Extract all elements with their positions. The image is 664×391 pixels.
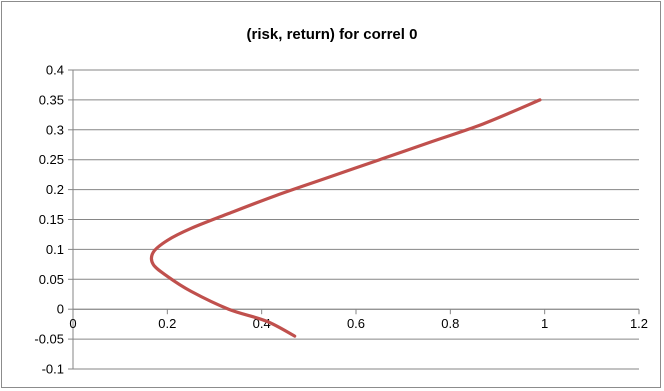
y-tick-label-8: 0.3 (46, 122, 64, 137)
x-tick-label-3: 0.6 (347, 316, 365, 331)
series-line-0 (149, 98, 542, 338)
x-tick-label-5: 1 (541, 316, 548, 331)
axes (68, 69, 640, 370)
y-axis-tick-labels: -0.1 -0.05 0 0.05 0.1 0.15 0.2 0.25 0.3 0.35 0.4 (34, 63, 64, 377)
y-tick-label-9: 0.35 (39, 92, 64, 107)
y-tick-label-3: 0.05 (39, 272, 64, 287)
y-tick-label-5: 0.15 (39, 212, 64, 227)
x-tick-label-4: 0.8 (441, 316, 459, 331)
x-axis-tick-labels: 0 0.2 0.4 0.6 0.8 1 1.2 (69, 316, 648, 331)
x-tick-label-1: 0.2 (158, 316, 176, 331)
y-tick-label-0: -0.1 (42, 362, 64, 377)
gridlines (73, 69, 639, 370)
x-tick-label-6: 1.2 (630, 316, 648, 331)
chart-title: (risk, return) for correl 0 (247, 26, 418, 43)
y-tick-label-10: 0.4 (46, 63, 64, 78)
y-tick-label-6: 0.2 (46, 182, 64, 197)
y-tick-label-4: 0.1 (46, 242, 64, 257)
y-tick-label-1: -0.05 (34, 332, 64, 347)
y-tick-label-2: 0 (57, 302, 64, 317)
x-tick-label-0: 0 (69, 316, 76, 331)
series-group (149, 98, 542, 338)
y-tick-label-7: 0.25 (39, 152, 64, 167)
